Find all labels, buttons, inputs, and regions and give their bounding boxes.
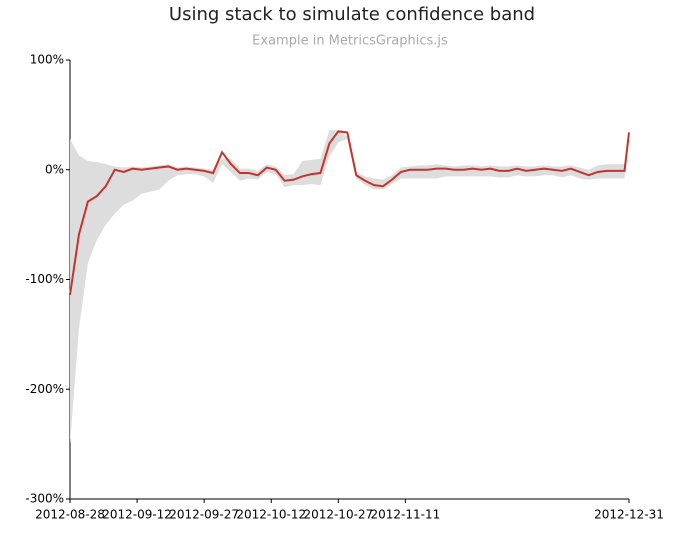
line xyxy=(69,130,630,296)
chart-title: Using stack to simulate confidence band xyxy=(169,4,535,25)
y-tick-label: -200% xyxy=(25,382,64,396)
y-tick-label: 100% xyxy=(30,53,64,67)
y-tick-label: -300% xyxy=(25,492,64,506)
y-tick-label: 0% xyxy=(45,162,64,176)
x-tick-label: 2012-11-11 xyxy=(371,508,441,522)
x-tick-label: 2012-12-31 xyxy=(594,508,664,522)
confidence-band xyxy=(70,130,629,445)
chart-subtitle: Example in MetricsGraphics.js xyxy=(252,34,448,49)
x-tick-label: 2012-09-27 xyxy=(169,508,239,522)
x-tick-label: 2012-08-28 xyxy=(35,508,105,522)
x-tick-label: 2012-09-12 xyxy=(102,508,172,522)
x-tick-label: 2012-10-12 xyxy=(236,508,306,522)
x-tick-label: 2012-10-27 xyxy=(303,508,373,522)
y-tick-label: -100% xyxy=(25,272,64,286)
